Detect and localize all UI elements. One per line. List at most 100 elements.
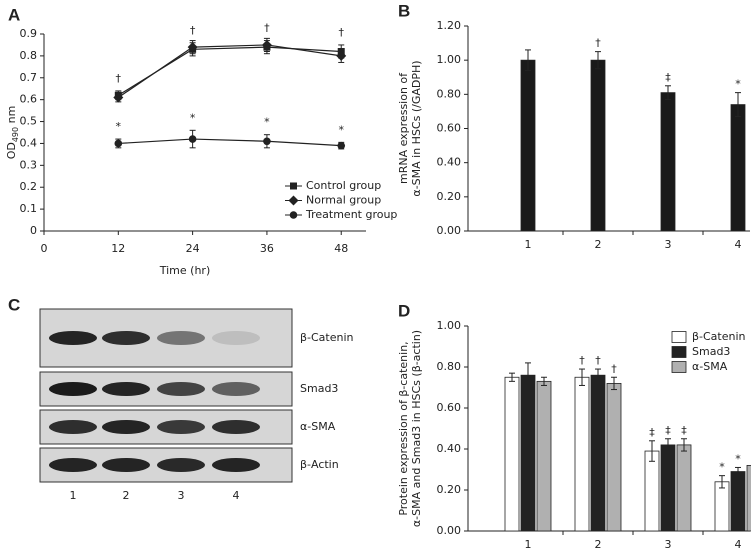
annotation: ‡ bbox=[665, 71, 671, 84]
bar bbox=[660, 444, 676, 532]
legend-marker bbox=[288, 195, 299, 206]
annotation: * bbox=[190, 111, 196, 124]
blot-band bbox=[212, 382, 260, 396]
annotation: * bbox=[338, 123, 344, 136]
blot-band bbox=[49, 382, 97, 396]
legend-marker bbox=[290, 182, 297, 190]
lane-label: 3 bbox=[178, 489, 185, 502]
bar bbox=[606, 382, 622, 532]
x-axis-label: Time (hr) bbox=[159, 264, 211, 277]
lane-label: 2 bbox=[123, 489, 130, 502]
y-label-line: α-SMA and Smad3 in HSCs (β-actin) bbox=[410, 330, 423, 527]
y-axis-label: OD490 nm bbox=[5, 106, 20, 160]
x-tick-label: 36 bbox=[260, 242, 274, 255]
y-tick-label: 0.9 bbox=[20, 27, 38, 40]
y-tick-label: 1.00 bbox=[437, 53, 462, 66]
band-label: β-Catenin bbox=[300, 331, 354, 344]
y-label-line: α-SMA in HSCs (/GADPH) bbox=[410, 60, 423, 196]
blot-band bbox=[49, 420, 97, 434]
legend-label: Treatment group bbox=[305, 208, 397, 221]
x-tick-label: 24 bbox=[186, 242, 200, 255]
annotation: ‡ bbox=[681, 424, 687, 437]
bar bbox=[520, 374, 536, 532]
bar bbox=[730, 104, 746, 232]
band-label: Smad3 bbox=[300, 382, 338, 395]
x-tick-label: 4 bbox=[735, 538, 742, 550]
legend-swatch bbox=[671, 346, 687, 358]
y-axis-label: mRNA expression ofα-SMA in HSCs (/GADPH) bbox=[397, 60, 423, 196]
marker bbox=[261, 39, 272, 50]
legend-label: Normal group bbox=[306, 194, 381, 207]
marker bbox=[336, 50, 347, 61]
blot-band bbox=[157, 420, 205, 434]
bar bbox=[730, 471, 746, 532]
annotation: * bbox=[735, 452, 741, 465]
y-tick-label: 0.60 bbox=[437, 122, 462, 135]
x-tick-label: 2 bbox=[595, 238, 602, 251]
marker bbox=[187, 42, 198, 53]
y-tick-label: 0.5 bbox=[20, 115, 38, 128]
blot-band bbox=[102, 420, 150, 434]
legend-label: α-SMA bbox=[692, 360, 728, 373]
y-tick-label: 0 bbox=[30, 224, 37, 237]
annotation: † bbox=[338, 26, 344, 39]
y-tick-label: 1.20 bbox=[437, 19, 462, 32]
annotation: † bbox=[264, 22, 270, 35]
blot-band bbox=[49, 458, 97, 472]
bar bbox=[536, 380, 552, 532]
bar bbox=[714, 481, 730, 532]
bar bbox=[590, 59, 606, 232]
x-tick-label: 12 bbox=[111, 242, 125, 255]
y-tick-label: 0.3 bbox=[20, 158, 38, 171]
annotation: * bbox=[719, 461, 725, 474]
y-tick-label: 0.6 bbox=[20, 93, 38, 106]
y-tick-label: 0.20 bbox=[437, 483, 462, 496]
annotation: * bbox=[116, 120, 122, 133]
y-tick-label: 0.40 bbox=[437, 442, 462, 455]
y-label-line: Protein expression of β-catenin, bbox=[397, 341, 410, 515]
y-tick-label: 1.00 bbox=[437, 319, 462, 332]
blot-band bbox=[157, 458, 205, 472]
y-label-suffix: nm bbox=[5, 106, 18, 127]
y-tick-label: 0.1 bbox=[20, 202, 38, 215]
blot-band bbox=[102, 382, 150, 396]
bar bbox=[574, 376, 590, 532]
lane-label: 1 bbox=[70, 489, 77, 502]
x-tick-label: 3 bbox=[665, 238, 672, 251]
bar bbox=[676, 444, 692, 532]
panel-label: D bbox=[398, 301, 410, 320]
series-line bbox=[118, 138, 342, 147]
panel-label: A bbox=[8, 5, 20, 24]
annotation: † bbox=[116, 72, 122, 85]
bar bbox=[590, 374, 606, 532]
blot-band bbox=[157, 331, 205, 345]
x-tick-label: 0 bbox=[41, 242, 48, 255]
x-tick-label: 48 bbox=[334, 242, 348, 255]
y-label-sub: 490 bbox=[11, 127, 20, 142]
blot-band bbox=[212, 458, 260, 472]
annotation: † bbox=[190, 24, 196, 37]
marker bbox=[114, 139, 123, 148]
band-label: α-SMA bbox=[300, 420, 336, 433]
series-line bbox=[117, 44, 342, 98]
panel-label: C bbox=[8, 295, 20, 314]
annotation: * bbox=[264, 116, 270, 129]
bar bbox=[746, 464, 751, 532]
blot-band bbox=[102, 331, 150, 345]
legend-marker bbox=[289, 211, 298, 219]
y-label-main: OD bbox=[5, 142, 18, 159]
y-tick-label: 0.20 bbox=[437, 190, 462, 203]
legend-label: β-Catenin bbox=[692, 330, 746, 343]
marker bbox=[263, 137, 271, 146]
series-line bbox=[117, 46, 342, 96]
y-label-line: mRNA expression of bbox=[397, 72, 410, 184]
blot-band bbox=[212, 331, 260, 345]
annotation: † bbox=[611, 362, 617, 375]
band-label: β-Actin bbox=[300, 458, 339, 471]
y-tick-label: 0.80 bbox=[437, 87, 462, 100]
annotation: ‡ bbox=[665, 424, 671, 437]
legend-swatch bbox=[671, 361, 687, 373]
marker bbox=[188, 135, 197, 143]
blot-band bbox=[49, 331, 97, 345]
